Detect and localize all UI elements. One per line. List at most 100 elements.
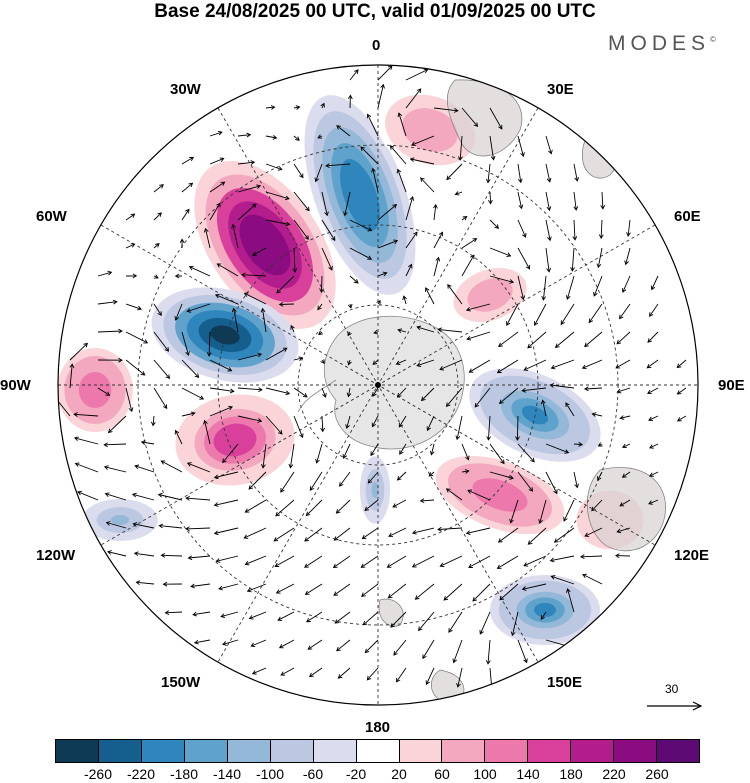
wind-vector-head [347, 360, 352, 366]
wind-vector-head [479, 629, 484, 635]
wind-vector-head [615, 364, 621, 369]
wind-vector-head [540, 615, 546, 620]
wind-vector [399, 443, 407, 455]
wind-vector-head [454, 108, 459, 113]
wind-vector-head [550, 364, 556, 370]
wind-vector-head [218, 585, 224, 591]
wind-vector-head [353, 279, 359, 284]
wind-vector [489, 275, 514, 283]
wind-vector [104, 443, 127, 446]
wind-vector-head [648, 500, 653, 505]
wind-vector [388, 527, 407, 537]
wind-vector-head [105, 521, 111, 526]
wind-vector [245, 499, 267, 513]
wind-vector [153, 387, 168, 409]
wind-vector-head [564, 449, 570, 454]
wind-vector-head [530, 457, 535, 463]
wind-vector-head [648, 416, 653, 421]
wind-vector-head [243, 292, 249, 297]
wind-vector [551, 359, 575, 369]
wind-vector [248, 471, 267, 490]
wind-vector-head [398, 422, 404, 428]
wind-vector [649, 471, 659, 477]
copyright-mark: © [710, 35, 716, 44]
wind-vector-head [160, 553, 166, 558]
wind-vector [396, 667, 407, 683]
wind-vector [217, 263, 239, 277]
wind-vector-head [448, 628, 453, 633]
wind-vector-head [447, 283, 452, 289]
anomaly-contour [223, 430, 247, 450]
wind-vector-head [260, 463, 266, 469]
wind-vector-head [485, 660, 491, 665]
colorbar-tick-label: -180 [169, 766, 199, 782]
wind-vector [497, 555, 519, 569]
wind-vector [582, 359, 603, 369]
wind-vector-head [409, 196, 415, 201]
wind-vector [498, 527, 519, 543]
wind-vector [97, 330, 123, 333]
wind-vector-head [162, 404, 168, 410]
wind-vector-head [69, 363, 75, 368]
wind-vector-head [581, 364, 587, 370]
wind-vector-head [397, 112, 403, 118]
wind-vector [216, 555, 239, 562]
wind-vector-head [500, 459, 505, 465]
wind-vector [397, 169, 407, 193]
wind-vector [279, 303, 295, 305]
wind-vector [571, 247, 575, 271]
wind-vector [153, 184, 164, 193]
wind-vector-head [439, 366, 445, 371]
wind-vector [377, 84, 384, 109]
wind-vector-head [272, 135, 278, 140]
wind-vector-head [275, 589, 281, 594]
wind-vector [469, 359, 491, 373]
wind-vector [545, 191, 550, 211]
wind-vector-head [485, 178, 491, 184]
wind-vector [390, 145, 407, 165]
wind-vector-head [650, 285, 656, 291]
wind-vector-head [231, 307, 237, 313]
wind-vector [584, 331, 603, 347]
wind-vector-head [425, 287, 430, 292]
wind-vector-head [270, 105, 276, 110]
negative-anomaly [75, 495, 165, 545]
wind-vector [293, 415, 304, 438]
wind-vector [545, 135, 552, 154]
wind-vector [309, 471, 323, 491]
wind-vector [405, 264, 413, 277]
wind-vector [366, 667, 379, 681]
wind-vector [69, 364, 73, 389]
wind-vector-head [332, 563, 338, 569]
lon-label-90e: 90E [718, 377, 745, 394]
wind-vector [222, 443, 239, 463]
wind-vector [457, 667, 463, 687]
wind-vector [377, 204, 397, 221]
wind-vector-head [470, 254, 475, 260]
wind-vector [133, 523, 155, 529]
map-disc [58, 65, 698, 705]
wind-vector [125, 359, 145, 376]
wind-vector [627, 219, 631, 237]
wind-vector [252, 247, 267, 256]
wind-vector-head [132, 522, 138, 527]
wind-vector-head [304, 235, 309, 240]
wind-vector-head [216, 263, 222, 268]
wind-vector-head [360, 146, 365, 152]
wind-vector-head [648, 472, 654, 477]
wind-vector-head [159, 184, 164, 189]
wind-vector-head [248, 615, 254, 620]
wind-vector [218, 583, 239, 590]
wind-vector-head [105, 391, 111, 396]
wind-vector [275, 499, 295, 517]
wind-vector [510, 499, 519, 523]
wind-vector-head [243, 534, 249, 539]
colorbar-tick-label: -260 [83, 766, 113, 782]
colorbar-swatch [527, 740, 571, 762]
wind-vector-head [518, 204, 524, 210]
wind-vector-head [395, 677, 401, 683]
wind-vector-head [506, 252, 512, 257]
lon-label-90w: 90W [0, 377, 31, 394]
wind-vector [277, 611, 295, 621]
